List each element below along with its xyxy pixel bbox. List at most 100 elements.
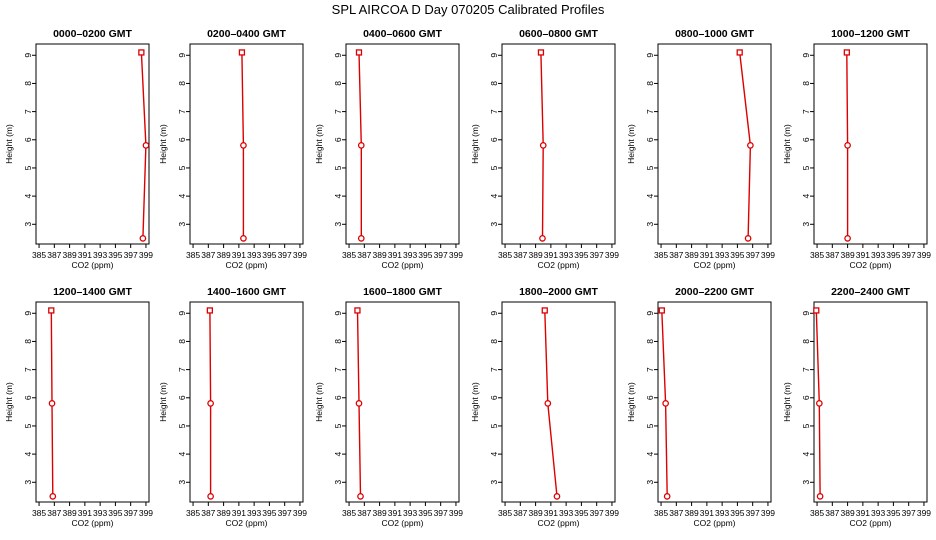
y-tick-label: 4 [333, 451, 343, 456]
x-tick-label: 387 [201, 250, 215, 260]
x-tick-label: 397 [278, 250, 292, 260]
x-tick-label: 395 [574, 508, 588, 518]
y-tick-label: 8 [177, 339, 187, 344]
profile-point [539, 235, 546, 242]
y-tick-label: 3 [645, 222, 655, 227]
profile-point [207, 493, 214, 500]
y-tick-label: 8 [645, 339, 655, 344]
x-tick-label: 399 [761, 508, 775, 518]
x-tick-label: 397 [124, 508, 138, 518]
y-tick-label: 6 [645, 395, 655, 400]
y-tick-label: 6 [801, 395, 811, 400]
y-tick-label: 3 [489, 222, 499, 227]
y-tick-label: 8 [801, 81, 811, 86]
x-tick-label: 393 [93, 508, 107, 518]
x-axis-label: CO2 (ppm) [537, 260, 579, 270]
x-tick-label: 385 [654, 250, 668, 260]
x-tick-label: 399 [761, 250, 775, 260]
x-tick-label: 385 [810, 508, 824, 518]
profile-point [539, 142, 547, 149]
plot-frame [35, 43, 150, 245]
x-tick-label: 387 [201, 508, 215, 518]
profile-point [663, 493, 671, 500]
x-axis-label: CO2 (ppm) [225, 518, 267, 528]
x-tick-label: 387 [825, 250, 839, 260]
x-tick-label: 391 [856, 250, 870, 260]
x-axis-label: CO2 (ppm) [381, 518, 423, 528]
x-axis-label: CO2 (ppm) [693, 518, 735, 528]
y-tick-label: 3 [177, 222, 187, 227]
y-tick-label: 4 [645, 451, 655, 456]
profile-point [553, 493, 561, 500]
x-tick-label: 389 [217, 250, 231, 260]
x-tick-label: 387 [513, 250, 527, 260]
plot-frame [501, 301, 616, 503]
x-tick-label: 393 [403, 508, 417, 518]
y-tick-label: 6 [489, 395, 499, 400]
panel-title: 0200–0400 GMT [207, 28, 286, 40]
y-tick-label: 7 [645, 109, 655, 114]
profile-point [354, 307, 361, 314]
profile-point [357, 142, 365, 149]
x-tick-label: 399 [139, 508, 153, 518]
y-tick-label: 9 [489, 53, 499, 58]
y-axis-label: Height (m) [4, 382, 14, 422]
plot-frame [35, 301, 150, 503]
x-tick-label: 395 [418, 508, 432, 518]
profile-point [238, 49, 246, 56]
panel-title: 2000–2200 GMT [675, 286, 754, 298]
y-tick-label: 3 [177, 480, 187, 485]
y-tick-label: 6 [177, 395, 187, 400]
x-tick-label: 399 [449, 508, 463, 518]
x-tick-label: 389 [63, 508, 77, 518]
y-axis-label: Height (m) [626, 382, 636, 422]
plot-frame [657, 43, 772, 245]
y-tick-label: 7 [489, 109, 499, 114]
y-tick-label: 3 [489, 480, 499, 485]
x-tick-label: 387 [357, 250, 371, 260]
x-tick-label: 389 [685, 250, 699, 260]
y-axis-label: Height (m) [158, 382, 168, 422]
x-tick-label: 395 [262, 508, 276, 518]
x-tick-label: 393 [715, 508, 729, 518]
profile-point [816, 493, 824, 500]
profile-point [49, 493, 57, 500]
x-tick-label: 395 [418, 250, 432, 260]
profile-point [206, 307, 214, 314]
y-tick-label: 3 [333, 222, 343, 227]
x-tick-label: 385 [498, 508, 512, 518]
figure-title: SPL AIRCOA D Day 070205 Calibrated Profi… [331, 2, 605, 17]
x-tick-label: 397 [902, 250, 916, 260]
y-tick-label: 7 [23, 367, 33, 372]
y-axis-label: Height (m) [470, 382, 480, 422]
y-tick-label: 5 [645, 165, 655, 170]
x-tick-label: 397 [590, 508, 604, 518]
profile-point [844, 142, 851, 149]
y-tick-label: 7 [177, 109, 187, 114]
y-tick-label: 3 [23, 222, 33, 227]
panel-title: 1800–2000 GMT [519, 286, 598, 298]
x-tick-label: 385 [498, 250, 512, 260]
x-tick-label: 397 [124, 250, 138, 260]
profile-point [537, 49, 545, 56]
profile-point [355, 49, 363, 56]
x-tick-label: 393 [93, 250, 107, 260]
x-tick-label: 397 [434, 508, 448, 518]
profile-point [48, 400, 56, 407]
profile-point [48, 307, 55, 314]
y-tick-label: 6 [333, 137, 343, 142]
y-tick-label: 4 [801, 193, 811, 198]
x-tick-label: 399 [449, 250, 463, 260]
y-tick-label: 9 [801, 53, 811, 58]
panel-title: 1000–1200 GMT [831, 28, 910, 40]
y-tick-label: 7 [333, 367, 343, 372]
x-tick-label: 395 [730, 250, 744, 260]
